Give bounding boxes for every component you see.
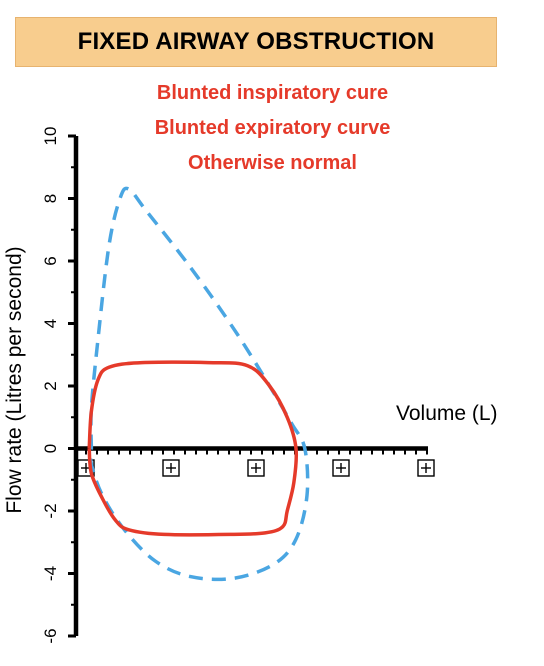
- x-tick-marker: [332, 459, 350, 477]
- y-tick-label: 4: [41, 319, 60, 328]
- x-tick-marker: [162, 459, 180, 477]
- annotation-expiratory: Blunted expiratory curve: [154, 117, 391, 139]
- y-tick-label: 0: [41, 444, 60, 453]
- y-tick-label: -6: [41, 628, 60, 643]
- normal-loop-dashed: [88, 186, 310, 582]
- y-tick-label: 10: [41, 127, 60, 146]
- x-tick-marker: [417, 459, 435, 477]
- obstruction-loop-solid: [87, 360, 299, 537]
- chart-title: FIXED AIRWAY OBSTRUCTION: [77, 28, 435, 55]
- y-tick-label: -4: [41, 566, 60, 581]
- x-tick-marker: [247, 459, 265, 477]
- x-axis-title: Volume (L): [396, 402, 498, 425]
- y-tick-label: -2: [41, 503, 60, 518]
- annotation-otherwise-normal: Otherwise normal: [188, 152, 357, 174]
- y-tick-label: 8: [41, 194, 60, 203]
- y-axis-title: Flow rate (Litres per second): [3, 246, 26, 513]
- y-tick-label: 2: [41, 381, 60, 390]
- annotation-inspiratory: Blunted inspiratory cure: [156, 82, 389, 104]
- axes: -6 -4 -2 0 2 4 6 8 10: [41, 127, 435, 644]
- series-layer: [87, 186, 310, 582]
- title-box: FIXED AIRWAY OBSTRUCTION: [15, 17, 497, 67]
- y-tick-label: 6: [41, 256, 60, 265]
